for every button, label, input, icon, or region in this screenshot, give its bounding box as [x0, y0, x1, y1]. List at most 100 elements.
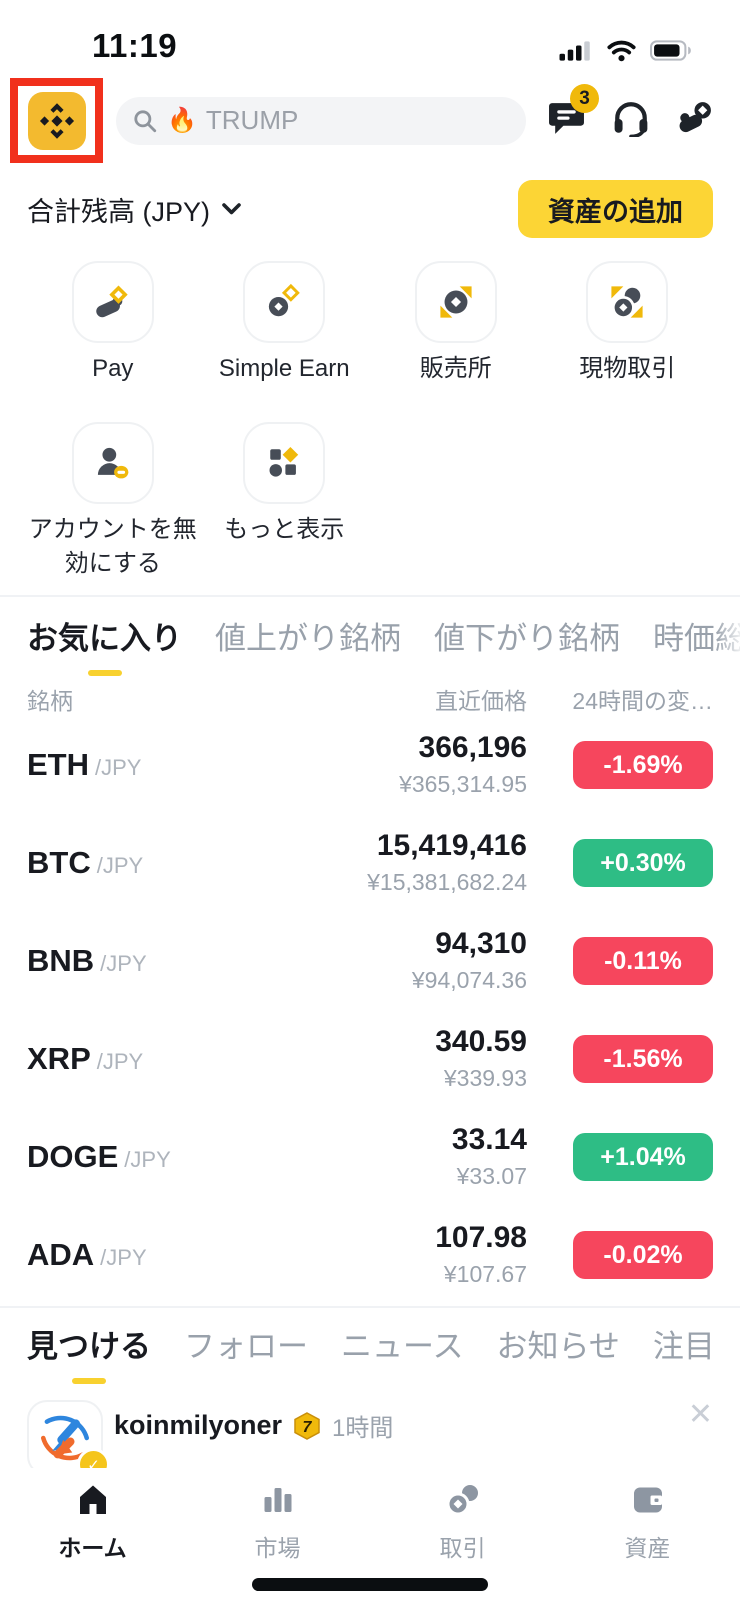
section-divider	[0, 595, 740, 597]
change-badge: -0.11%	[573, 937, 713, 985]
news-close-icon[interactable]: ✕	[687, 1398, 713, 1431]
column-price: 直近価格	[435, 688, 527, 714]
coin-row-eth[interactable]: ETH /JPY 366,196 ¥365,314.95 -1.69%	[0, 716, 740, 814]
coin-row-xrp[interactable]: XRP /JPY 340.59 ¥339.93 -1.56%	[0, 1010, 740, 1108]
tab-discover[interactable]: 見つける	[27, 1321, 151, 1386]
tab-market-cap-clip: 時価総額	[653, 613, 740, 678]
support-button[interactable]	[612, 99, 650, 142]
binance-logo-button[interactable]	[27, 91, 86, 150]
news-author[interactable]: koinmilyoner	[114, 1410, 283, 1440]
clock: 11:19	[92, 27, 178, 64]
nav-label: ホーム	[58, 1535, 127, 1561]
tab-announcements[interactable]: お知らせ	[496, 1329, 620, 1364]
profile-button[interactable]	[677, 100, 714, 141]
coin-price: 366,196	[418, 731, 527, 764]
coin-price: 94,310	[435, 927, 527, 960]
total-balance-dropdown[interactable]: 合計残高 (JPY)	[27, 190, 241, 229]
tab-gainers[interactable]: 値上がり銘柄	[215, 621, 401, 656]
disable-account-icon	[71, 422, 154, 504]
coin-symbol: BTC	[27, 845, 91, 880]
coin-fiat-price: ¥339.93	[443, 1065, 527, 1091]
coin-price: 15,419,416	[376, 829, 527, 862]
coin-fiat-price: ¥365,314.95	[399, 771, 527, 797]
shortcut-label: アカウントを無効にする	[28, 516, 197, 577]
markets-icon	[264, 1488, 291, 1512]
total-balance-label: 合計残高 (JPY)	[27, 196, 211, 227]
coin-price: 107.98	[435, 1221, 527, 1254]
nav-trade[interactable]: 取引	[370, 1468, 555, 1600]
shortcut-row-2: アカウントを無効にする もっと表示	[27, 422, 713, 581]
app-header: 🔥 TRUMP 3	[0, 78, 740, 163]
assets-icon	[633, 1487, 662, 1513]
wifi-icon	[607, 40, 636, 62]
shortcut-buy-sell[interactable]: 販売所	[370, 261, 542, 386]
coin-quote: /JPY	[96, 853, 144, 878]
nav-home[interactable]: ホーム	[0, 1468, 185, 1600]
annotation-red-box	[10, 78, 103, 163]
add-assets-button[interactable]: 資産の追加	[518, 180, 713, 238]
tab-favorites[interactable]: お気に入り	[27, 613, 182, 678]
tab-news[interactable]: ニュース	[341, 1329, 464, 1364]
shortcut-label: Simple Earn	[218, 355, 350, 382]
buy-sell-icon	[414, 261, 497, 343]
coin-symbol: ADA	[27, 1237, 95, 1272]
tab-following[interactable]: フォロー	[184, 1329, 308, 1364]
pay-icon	[71, 261, 154, 343]
shortcut-spot-trade[interactable]: 現物取引	[542, 261, 714, 386]
tab-market-cap[interactable]: 時価総額	[653, 621, 740, 656]
coin-fiat-price: ¥15,381,682.24	[367, 869, 527, 895]
search-placeholder: TRUMP	[205, 105, 299, 135]
coin-row-btc[interactable]: BTC /JPY 15,419,416 ¥15,381,682.24 +0.30…	[0, 814, 740, 912]
coin-symbol: XRP	[27, 1041, 91, 1076]
nav-label: 資産	[624, 1535, 671, 1561]
coin-row-bnb[interactable]: BNB /JPY 94,310 ¥94,074.36 -0.11%	[0, 912, 740, 1010]
cellular-signal-icon	[559, 40, 590, 61]
shortcut-label: 現物取引	[579, 355, 676, 382]
shortcut-disable-account[interactable]: アカウントを無効にする	[27, 422, 199, 581]
nav-label: 取引	[439, 1535, 486, 1561]
coin-quote: /JPY	[100, 951, 147, 976]
simple-earn-icon	[243, 261, 326, 343]
status-bar: 11:19	[0, 0, 740, 64]
change-badge: -1.69%	[573, 741, 713, 789]
home-indicator[interactable]	[252, 1578, 488, 1591]
column-change: 24時間の変…	[572, 688, 713, 714]
coin-quote: /JPY	[124, 1147, 171, 1172]
shortcut-label: もっと表示	[224, 516, 345, 543]
svg-text:7: 7	[303, 1419, 313, 1436]
more-icon	[243, 422, 326, 504]
shortcut-more[interactable]: もっと表示	[199, 422, 371, 581]
news-author-avatar: ✓	[27, 1400, 110, 1481]
nav-markets[interactable]: 市場	[185, 1468, 370, 1600]
change-badge: +0.30%	[573, 839, 713, 887]
fire-emoji: 🔥	[167, 106, 197, 134]
coin-symbol: ETH	[27, 747, 89, 782]
coin-fiat-price: ¥94,074.36	[411, 967, 527, 993]
coin-price: 33.14	[451, 1123, 527, 1156]
coin-row-ada[interactable]: ADA /JPY 107.98 ¥107.67 -0.02%	[0, 1206, 740, 1304]
trade-icon	[446, 1485, 478, 1516]
table-header: 銘柄 直近価格 24時間の変…	[0, 682, 740, 716]
news-meta: koinmilyoner 7 1時間	[114, 1408, 393, 1443]
change-badge: -0.02%	[573, 1231, 713, 1279]
shortcut-row-1: Pay Simple Earn	[27, 261, 713, 386]
section-divider	[0, 1306, 740, 1308]
shortcut-label: Pay	[92, 355, 134, 382]
news-timestamp: 1時間	[332, 1415, 394, 1442]
home-icon	[79, 1485, 106, 1514]
chat-button[interactable]: 3	[548, 84, 599, 141]
battery-icon	[650, 40, 691, 61]
nav-assets[interactable]: 資産	[555, 1468, 740, 1600]
search-input[interactable]: 🔥 TRUMP	[116, 96, 526, 145]
coin-fiat-price: ¥107.67	[443, 1261, 527, 1287]
shortcut-simple-earn[interactable]: Simple Earn	[199, 261, 371, 386]
tab-featured[interactable]: 注目	[652, 1329, 715, 1364]
coin-price: 340.59	[435, 1025, 527, 1058]
chat-badge: 3	[570, 84, 599, 113]
coin-quote: /JPY	[96, 1049, 144, 1074]
profile-icon	[679, 102, 711, 133]
chat-icon	[549, 103, 584, 134]
shortcut-pay[interactable]: Pay	[27, 261, 199, 386]
tab-losers[interactable]: 値下がり銘柄	[434, 621, 620, 656]
coin-row-doge[interactable]: DOGE /JPY 33.14 ¥33.07 +1.04%	[0, 1108, 740, 1206]
